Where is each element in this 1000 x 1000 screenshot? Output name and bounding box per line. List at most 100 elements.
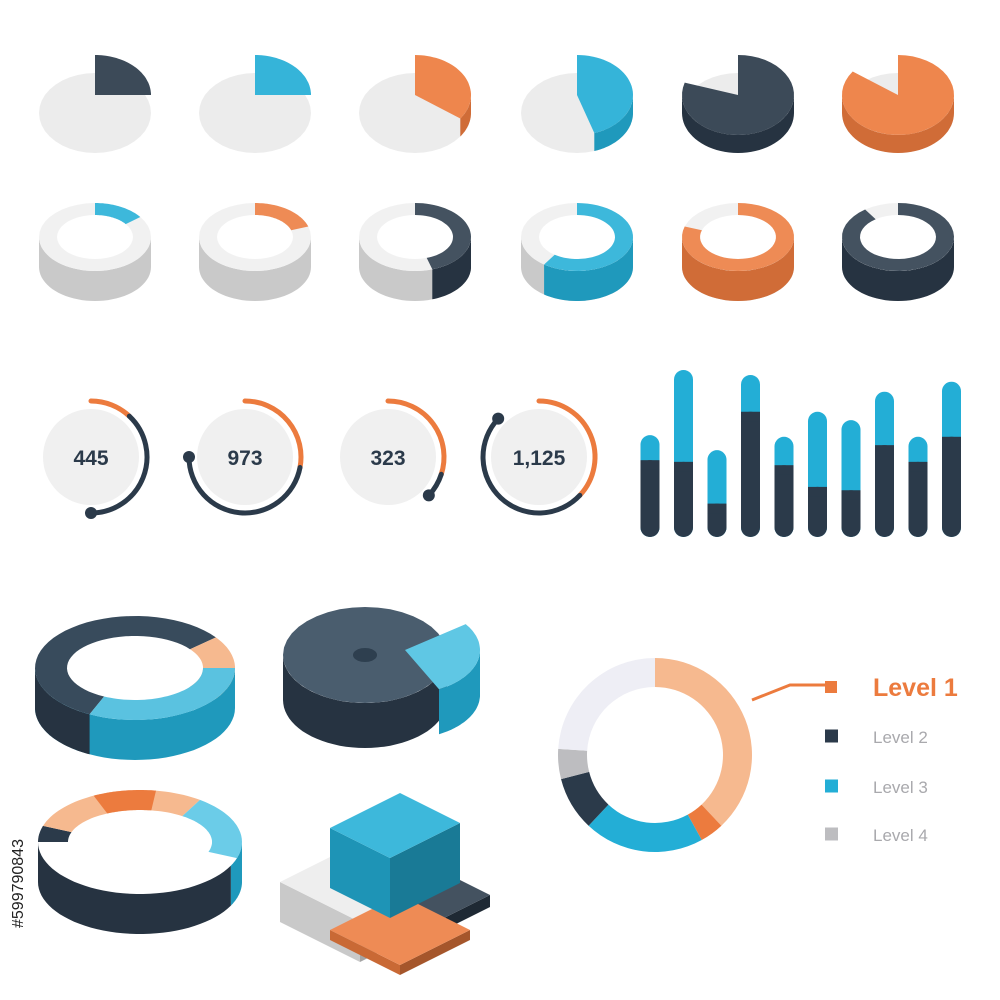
- pie-chart-3: [359, 55, 471, 153]
- legend-item: Level 1: [825, 674, 958, 702]
- ring-value-side: [682, 237, 794, 301]
- block-teal-top: [330, 793, 460, 858]
- bar-segment-navy: [908, 461, 928, 537]
- pie-wedge: [577, 55, 633, 133]
- gauge-arc-navy: [480, 416, 583, 516]
- bar-segment-navy: [674, 461, 693, 537]
- ring-value-top: [415, 203, 471, 270]
- gauge-end-dot: [85, 507, 97, 519]
- stock-id-watermark: #599790843: [10, 839, 27, 928]
- bar-10: [942, 381, 961, 537]
- bar-segment-navy: [875, 445, 894, 537]
- ring-track-side: [199, 237, 311, 301]
- gauge-arc-navy: [88, 413, 150, 516]
- pie-chart-6: [842, 55, 954, 153]
- iso-arc-navy-top: [38, 825, 72, 842]
- stacked-bar-chart: [640, 370, 961, 537]
- bar-segment-joint: [908, 461, 928, 472]
- legend-item: Level 2: [825, 728, 928, 747]
- bar-segment-navy: [942, 436, 961, 537]
- iso-pie-slice-top: [405, 624, 480, 690]
- block-orange-right: [400, 930, 470, 975]
- legend-label: Level 3: [873, 778, 928, 797]
- bar-segment-joint: [774, 465, 794, 475]
- bar-segment-navy: [640, 460, 660, 537]
- iso-arc-side: [38, 842, 231, 934]
- legend-item: Level 4: [825, 826, 928, 845]
- iso-ring-hole: [68, 637, 202, 699]
- gauge-row: 445 973 323 1,125: [43, 398, 598, 519]
- iso-blocks-3d: [280, 793, 490, 975]
- gauge-value: 445: [73, 447, 108, 470]
- legend-swatch: [825, 681, 837, 693]
- gauge-1: 445: [43, 398, 150, 519]
- ring-value-top: [544, 203, 633, 271]
- ring-hole: [218, 216, 292, 258]
- block-orange-left: [330, 930, 400, 975]
- bar-6: [808, 411, 827, 537]
- gauge-face: [491, 409, 587, 505]
- ring-chart-1: [39, 203, 151, 301]
- legend-swatch: [825, 779, 838, 793]
- gauge-value: 1,125: [513, 447, 566, 470]
- bar-segment-joint: [841, 490, 861, 500]
- bar-segment-navy: [808, 486, 827, 537]
- bar-segment-navy: [841, 490, 861, 537]
- bar-5: [774, 436, 794, 537]
- gauge-end-dot: [183, 451, 195, 463]
- bar-7: [841, 420, 861, 537]
- isometric-3d-charts: [35, 607, 490, 975]
- bar-8: [875, 391, 894, 537]
- legend-label: Level 4: [873, 826, 928, 845]
- iso-ring-outer-wall-navy: [35, 668, 90, 755]
- gauge-value: 323: [370, 447, 405, 470]
- bar-segment-joint: [875, 445, 894, 455]
- pie-wedge: [95, 55, 151, 95]
- gauge-arc-orange: [536, 398, 598, 498]
- pie-wedge: [415, 55, 471, 119]
- gauge-face: [43, 409, 139, 505]
- bar-segment-joint: [741, 411, 760, 422]
- block-orange-top: [330, 895, 470, 965]
- legend-label: Level 1: [873, 674, 958, 702]
- bar-segment-joint: [640, 460, 660, 470]
- iso-pie-side: [283, 655, 447, 748]
- stock-id-text: #599790843: [10, 839, 27, 928]
- ring-value-side: [432, 237, 471, 300]
- pie-wedge-side: [842, 95, 954, 153]
- bar-4: [741, 375, 760, 537]
- ring-value-top: [255, 203, 309, 231]
- pie-wedge: [682, 55, 794, 135]
- ring-chart-3: [359, 203, 471, 301]
- bar-segment-joint: [707, 503, 727, 514]
- iso-pie-3d: [283, 607, 480, 748]
- pie-wedge: [842, 55, 954, 135]
- block-teal-right: [390, 823, 460, 918]
- pie-wedge-side: [682, 95, 794, 153]
- bar-segment-navy: [741, 411, 760, 537]
- donut-segment: [588, 804, 702, 852]
- ring-hole: [861, 216, 935, 258]
- pie-chart-2: [199, 55, 311, 153]
- pie-chart-5: [682, 55, 794, 153]
- iso-ring-teal: [89, 668, 235, 720]
- ring-chart-4: [521, 203, 633, 301]
- iso-pie-center: [353, 648, 377, 662]
- legend-swatch: [825, 729, 838, 743]
- iso-arc-teal-side: [230, 842, 242, 906]
- ring-value-top: [95, 203, 141, 225]
- ring-chart-5: [682, 203, 794, 301]
- pie-wedge-side: [594, 95, 633, 151]
- iso-arc-teal: [182, 799, 242, 859]
- iso-ring-navy: [35, 616, 216, 715]
- pie-wedge: [255, 55, 311, 95]
- pie-chart-1: [39, 55, 151, 153]
- ring-chart-2: [199, 203, 311, 301]
- bar-segment-joint: [942, 436, 961, 447]
- donut-segment: [561, 771, 609, 826]
- bar-segment-joint: [808, 486, 827, 497]
- bar-segment-joint: [674, 461, 693, 472]
- bar-segment-navy: [774, 465, 794, 537]
- isometric-ring-row: [39, 203, 954, 301]
- gauge-2: 973: [183, 398, 304, 516]
